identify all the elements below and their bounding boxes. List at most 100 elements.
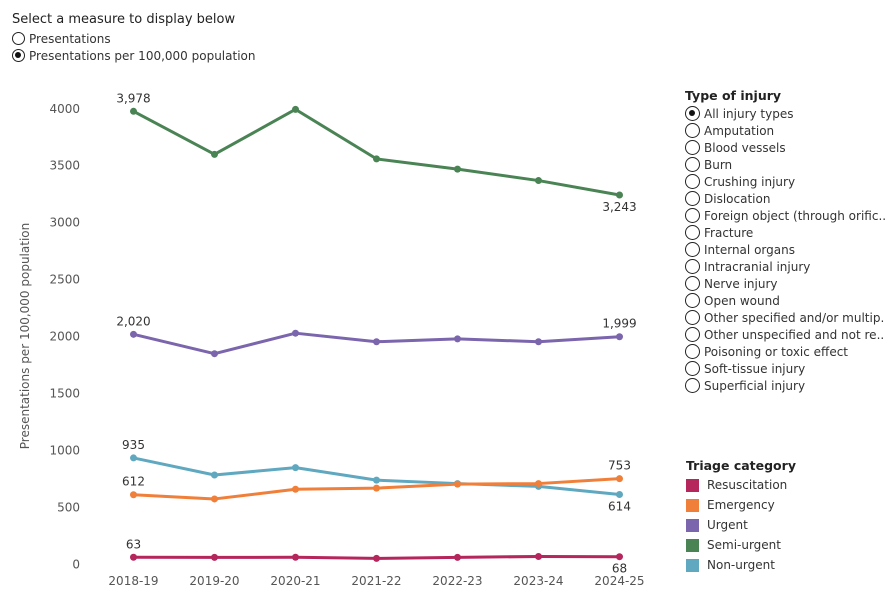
injury-option[interactable]: Intracranial injury xyxy=(685,258,885,275)
series-layer xyxy=(130,105,623,562)
injury-option-label: Foreign object (through orific.. xyxy=(704,208,885,223)
data-point xyxy=(535,480,542,488)
injury-option[interactable]: Other specified and/or multip.. xyxy=(685,309,885,326)
data-label: 753 xyxy=(608,459,631,473)
radio-button-icon[interactable] xyxy=(685,208,700,223)
legend-label: Emergency xyxy=(707,498,775,512)
radio-button-icon[interactable] xyxy=(12,32,25,45)
data-point xyxy=(454,335,461,343)
data-point xyxy=(211,150,218,158)
radio-button-icon[interactable] xyxy=(685,310,700,325)
injury-option-label: Intracranial injury xyxy=(704,259,811,274)
data-label: 614 xyxy=(608,499,631,513)
data-point xyxy=(130,553,137,561)
injury-option-label: Other unspecified and not re.. xyxy=(704,327,885,342)
radio-button-icon[interactable] xyxy=(685,191,700,206)
measure-option-presentations[interactable]: Presentations xyxy=(12,30,255,47)
injury-option[interactable]: Dislocation xyxy=(685,190,885,207)
data-point xyxy=(454,165,461,173)
injury-option-label: Nerve injury xyxy=(704,276,778,291)
injury-option[interactable]: Poisoning or toxic effect xyxy=(685,343,885,360)
injury-option-label: Dislocation xyxy=(704,191,771,206)
legend-item: Emergency xyxy=(686,495,796,515)
radio-button-icon[interactable] xyxy=(685,259,700,274)
injury-option-label: Amputation xyxy=(704,123,775,138)
data-point xyxy=(130,330,137,338)
radio-button-selected-icon[interactable] xyxy=(12,49,25,62)
measure-option-per-100000[interactable]: Presentations per 100,000 population xyxy=(12,47,255,64)
data-point xyxy=(211,471,218,479)
injury-option[interactable]: Blood vessels xyxy=(685,139,885,156)
radio-button-selected-icon[interactable] xyxy=(685,106,700,121)
x-tick-label: 2022-23 xyxy=(432,574,482,588)
y-tick-label: 2500 xyxy=(49,273,80,287)
injury-option-label: Other specified and/or multip.. xyxy=(704,310,885,325)
injury-option[interactable]: Open wound xyxy=(685,292,885,309)
legend-swatch xyxy=(686,538,699,552)
y-tick-label: 2000 xyxy=(49,330,80,344)
y-tick-label: 3000 xyxy=(49,216,80,230)
radio-button-icon[interactable] xyxy=(685,327,700,342)
injury-option[interactable]: Crushing injury xyxy=(685,173,885,190)
injury-option-label: All injury types xyxy=(704,106,794,121)
data-label: 63 xyxy=(126,537,141,551)
line-chart: Presentations per 100,000 population 0 50… xyxy=(18,91,645,588)
y-axis-title: Presentations per 100,000 population xyxy=(18,223,32,449)
data-point xyxy=(292,553,299,561)
series-line xyxy=(132,107,621,197)
injury-type-filter: Type of injury All injury types Amputatio… xyxy=(685,88,885,394)
radio-button-icon[interactable] xyxy=(685,140,700,155)
radio-button-icon[interactable] xyxy=(685,293,700,308)
data-point xyxy=(616,475,623,483)
injury-option[interactable]: Internal organs xyxy=(685,241,885,258)
injury-option[interactable]: Other unspecified and not re.. xyxy=(685,326,885,343)
data-point xyxy=(211,350,218,358)
injury-option-label: Soft-tissue injury xyxy=(704,361,806,376)
data-label: 3,243 xyxy=(602,200,636,214)
radio-button-icon[interactable] xyxy=(685,276,700,291)
injury-option[interactable]: Burn xyxy=(685,156,885,173)
measure-option-label: Presentations xyxy=(29,31,111,46)
legend-item: Non-urgent xyxy=(686,555,796,575)
data-label: 3,978 xyxy=(116,91,150,105)
injury-filter-title: Type of injury xyxy=(685,88,782,103)
data-labels: 3,978 3,243 2,020 1,999 935 614 612 753 63 68 xyxy=(116,91,636,575)
injury-option[interactable]: Soft-tissue injury xyxy=(685,360,885,377)
radio-button-icon[interactable] xyxy=(685,123,700,138)
legend-label: Semi-urgent xyxy=(707,538,781,552)
injury-option[interactable]: Fracture xyxy=(685,224,885,241)
radio-button-icon[interactable] xyxy=(685,174,700,189)
data-point xyxy=(454,553,461,561)
radio-button-icon[interactable] xyxy=(685,378,700,393)
injury-option[interactable]: Superficial injury xyxy=(685,377,885,394)
y-tick-label: 1500 xyxy=(49,387,80,401)
injury-option[interactable]: All injury types xyxy=(685,105,885,122)
measure-selector: Select a measure to display below Presen… xyxy=(12,12,255,64)
x-tick-label: 2024-25 xyxy=(594,574,644,588)
radio-button-icon[interactable] xyxy=(685,157,700,172)
y-tick-label: 500 xyxy=(57,500,80,514)
data-point xyxy=(373,155,380,163)
radio-button-icon[interactable] xyxy=(685,361,700,376)
radio-button-icon[interactable] xyxy=(685,225,700,240)
injury-option[interactable]: Foreign object (through orific.. xyxy=(685,207,885,224)
data-point xyxy=(211,553,218,561)
data-point xyxy=(373,338,380,346)
data-point xyxy=(616,191,623,199)
injury-option[interactable]: Nerve injury xyxy=(685,275,885,292)
radio-button-icon[interactable] xyxy=(685,344,700,359)
data-label: 935 xyxy=(122,438,145,452)
data-point xyxy=(616,490,623,498)
data-point xyxy=(373,484,380,492)
data-label: 612 xyxy=(122,475,145,489)
injury-option[interactable]: Amputation xyxy=(685,122,885,139)
data-point xyxy=(292,464,299,472)
measure-selector-title: Select a measure to display below xyxy=(12,12,236,27)
x-axis: 2018-19 2019-20 2020-21 2021-22 2022-23 2023-… xyxy=(108,574,644,588)
x-tick-label: 2019-20 xyxy=(189,574,239,588)
y-tick-label: 0 xyxy=(72,557,80,571)
legend-swatch xyxy=(686,498,699,512)
radio-button-icon[interactable] xyxy=(685,242,700,257)
legend-label: Resuscitation xyxy=(707,478,788,492)
data-point xyxy=(130,491,137,499)
